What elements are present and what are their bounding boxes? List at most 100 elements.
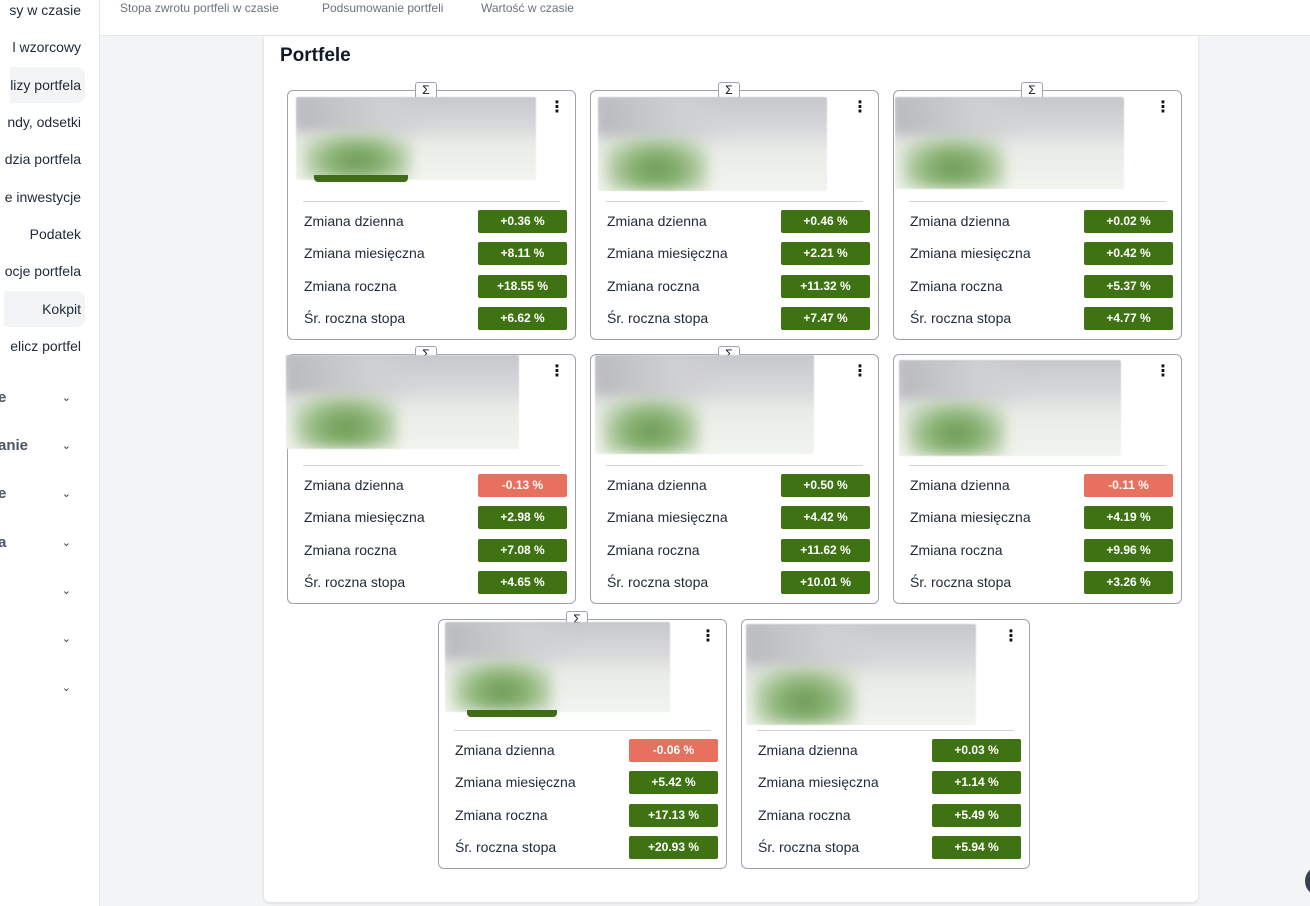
more-options-icon[interactable]: ⋮ xyxy=(1155,363,1171,380)
metric-label: Zmiana roczna xyxy=(304,278,397,294)
metric-value-badge: +0.03 % xyxy=(932,739,1021,762)
metric-value-badge: +0.46 % xyxy=(781,210,870,233)
metric-label: Zmiana dzienna xyxy=(758,742,858,758)
more-options-icon[interactable]: ⋮ xyxy=(852,99,868,116)
blurred-portfolio-name xyxy=(746,624,976,725)
portfolio-card[interactable]: Σ ⋮ Zmiana dzienna +0.46 % Zmiana miesięczna… xyxy=(590,82,879,340)
metric-label: Zmiana roczna xyxy=(607,542,700,558)
metric-value-badge: +20.93 % xyxy=(629,836,718,859)
metric-label: Zmiana roczna xyxy=(758,807,851,823)
chevron-down-icon: ⌄ xyxy=(61,440,71,452)
metric-label: Śr. roczna stopa xyxy=(910,574,1012,590)
metric-label: Śr. roczna stopa xyxy=(304,574,406,590)
sidebar-item-7[interactable]: ocje portfela xyxy=(4,263,81,279)
metric-label: Śr. roczna stopa xyxy=(910,310,1012,326)
chevron-down-icon: ⌄ xyxy=(61,392,71,404)
more-options-icon[interactable]: ⋮ xyxy=(549,363,565,380)
metric-label: Zmiana roczna xyxy=(607,278,700,294)
sidebar-group-label: e xyxy=(0,476,6,512)
metric-label: Śr. roczna stopa xyxy=(607,574,709,590)
metric-value-badge: +5.37 % xyxy=(1084,275,1173,298)
chevron-down-icon: ⌄ xyxy=(61,633,71,645)
metric-value-badge: +4.65 % xyxy=(478,571,567,594)
portfolio-card[interactable]: Σ ⋮ Zmiana dzienna -0.13 % Zmiana miesięczna… xyxy=(286,346,576,604)
sidebar-item-1[interactable]: l wzorcowy xyxy=(12,39,81,55)
metric-value-badge: -0.11 % xyxy=(1084,474,1173,497)
metric-label: Zmiana miesięczna xyxy=(455,774,576,790)
divider xyxy=(606,201,863,202)
divider xyxy=(303,465,560,466)
page-title: Portfele xyxy=(280,45,351,66)
metric-value-badge: +6.62 % xyxy=(478,307,567,330)
sidebar-group-1[interactable]: anie ⌄ xyxy=(0,428,81,464)
tab-podsumowanie[interactable]: Podsumowanie portfeli xyxy=(322,1,444,15)
metric-value-badge: +4.77 % xyxy=(1084,307,1173,330)
sidebar-item-0[interactable]: sy w czasie xyxy=(9,2,81,18)
chevron-down-icon: ⌄ xyxy=(61,682,71,694)
blurred-portfolio-name xyxy=(595,355,814,454)
metric-label: Zmiana roczna xyxy=(304,542,397,558)
metric-value-badge: +2.21 % xyxy=(781,242,870,265)
divider xyxy=(909,465,1166,466)
sidebar-item-6[interactable]: Podatek xyxy=(29,226,81,242)
sidebar-item-5[interactable]: e inwestycje xyxy=(4,189,81,205)
metric-value-badge: +11.32 % xyxy=(781,275,870,298)
help-button[interactable] xyxy=(1305,866,1310,896)
sidebar-group-4[interactable]: ⌄ xyxy=(0,573,81,609)
metric-label: Śr. roczna stopa xyxy=(304,310,406,326)
portfolio-card[interactable]: ⋮ Zmiana dzienna -0.11 % Zmiana miesięczna +… xyxy=(893,354,1182,604)
metric-label: Zmiana roczna xyxy=(910,278,1003,294)
metric-value-badge: -0.13 % xyxy=(478,474,567,497)
metric-value-badge: +1.14 % xyxy=(932,771,1021,794)
metric-value-badge: +10.01 % xyxy=(781,571,870,594)
portfolio-card[interactable]: ⋮ Zmiana dzienna +0.03 % Zmiana miesięczna +… xyxy=(741,619,1030,869)
more-options-icon[interactable]: ⋮ xyxy=(1003,628,1019,645)
sidebar-item-2[interactable]: lizy portfela xyxy=(10,67,85,103)
metric-value-badge: +7.08 % xyxy=(478,539,567,562)
metric-value-badge: -0.06 % xyxy=(629,739,718,762)
metric-value-badge: +17.13 % xyxy=(629,804,718,827)
more-options-icon[interactable]: ⋮ xyxy=(700,628,716,645)
chevron-down-icon: ⌄ xyxy=(61,585,71,597)
blurred-portfolio-name xyxy=(286,355,519,449)
metric-value-badge: +8.11 % xyxy=(478,242,567,265)
divider xyxy=(303,201,560,202)
metric-value-badge: +5.94 % xyxy=(932,836,1021,859)
sidebar: sy w czasie l wzorcowy lizy portfela ndy… xyxy=(0,0,100,906)
metric-label: Zmiana miesięczna xyxy=(910,509,1031,525)
metric-label: Zmiana miesięczna xyxy=(304,245,425,261)
sidebar-group-5[interactable]: ⌄ xyxy=(0,621,81,657)
sigma-icon[interactable]: Σ xyxy=(1021,82,1043,99)
top-tab-bar: Stopa zwrotu portfeli w czasie Podsumowa… xyxy=(100,0,1310,36)
portfolio-card[interactable]: Σ ⋮ Zmiana dzienna -0.06 % Zmiana miesięczna… xyxy=(438,611,727,869)
more-options-icon[interactable]: ⋮ xyxy=(1155,99,1171,116)
sidebar-item-3[interactable]: ndy, odsetki xyxy=(7,114,81,130)
sidebar-group-0[interactable]: e⌄ xyxy=(0,380,81,416)
sidebar-group-2[interactable]: e⌄ xyxy=(0,476,81,512)
sidebar-group-label: a xyxy=(0,525,6,561)
blurred-portfolio-name xyxy=(445,622,670,712)
sidebar-group-3[interactable]: a⌄ xyxy=(0,525,81,561)
more-options-icon[interactable]: ⋮ xyxy=(549,99,565,116)
divider xyxy=(757,730,1014,731)
portfolio-card[interactable]: Σ ⋮ Zmiana dzienna +0.50 % Zmiana miesięczna… xyxy=(590,346,879,604)
metric-value-badge: +0.50 % xyxy=(781,474,870,497)
blurred-portfolio-name xyxy=(895,97,1124,189)
tab-stopa-zwrotu[interactable]: Stopa zwrotu portfeli w czasie xyxy=(120,1,279,15)
sidebar-item-4[interactable]: dzia portfela xyxy=(4,151,81,167)
metric-label: Śr. roczna stopa xyxy=(758,839,860,855)
more-options-icon[interactable]: ⋮ xyxy=(852,363,868,380)
metric-value-badge: +9.96 % xyxy=(1084,539,1173,562)
metric-value-badge: +3.26 % xyxy=(1084,571,1173,594)
blurred-portfolio-name xyxy=(598,97,827,191)
sidebar-item-kokpit[interactable]: Kokpit xyxy=(4,291,85,327)
metric-value-badge: +11.62 % xyxy=(781,539,870,562)
portfolio-card[interactable]: Σ ⋮ Zmiana dzienna +0.02 % Zmiana miesięczna… xyxy=(893,82,1182,340)
tab-wartosc-w-czasie[interactable]: Wartość w czasie xyxy=(481,1,574,15)
sidebar-item-9[interactable]: elicz portfel xyxy=(10,338,81,354)
divider xyxy=(454,730,711,731)
portfolio-card[interactable]: Σ ⋮ Zmiana dzienna +0.36 % Zmiana miesięczna… xyxy=(287,82,576,340)
divider xyxy=(606,465,863,466)
metric-value-badge: +7.47 % xyxy=(781,307,870,330)
sidebar-group-6[interactable]: ⌄ xyxy=(0,670,81,706)
